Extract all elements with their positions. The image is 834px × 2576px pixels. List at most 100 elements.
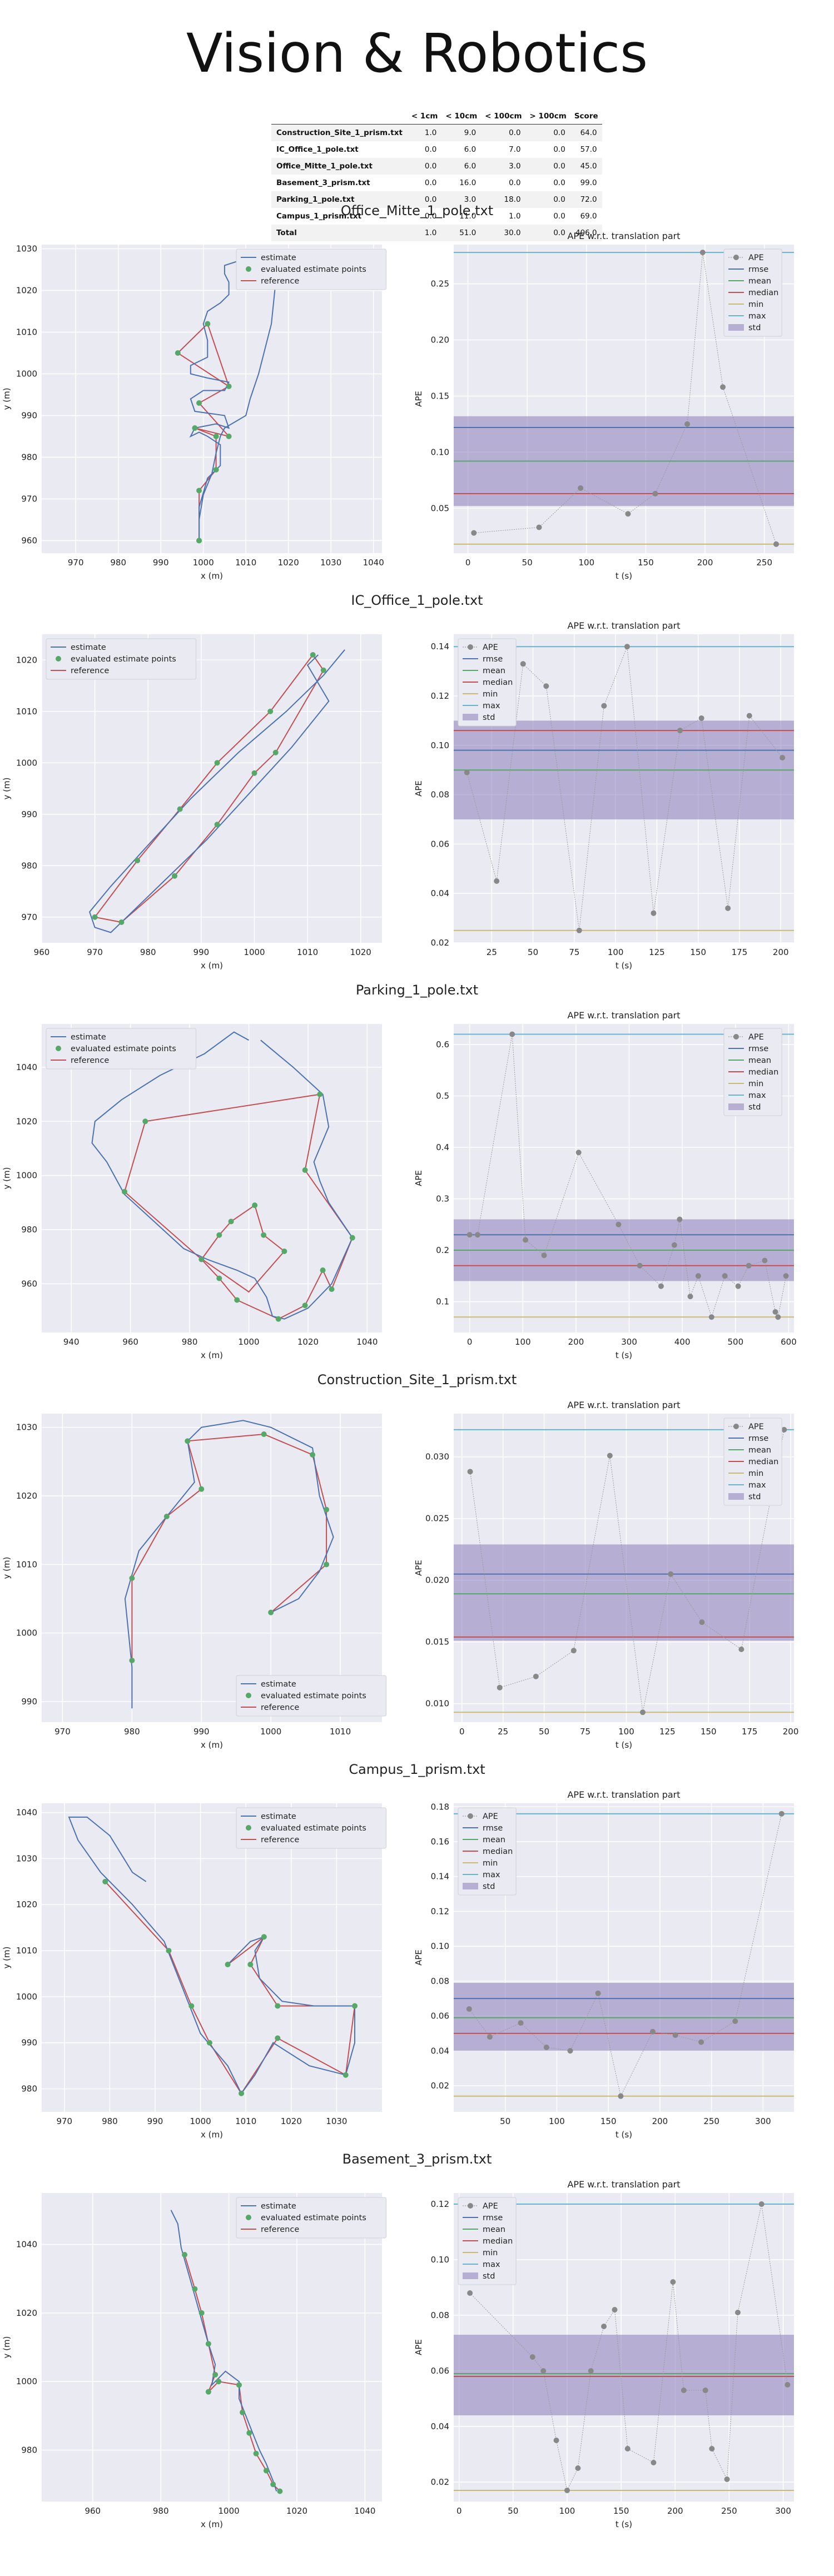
legend-label: min [748,1080,763,1088]
table-cell: 1.0 [509,212,521,221]
legend-label: min [483,2249,498,2257]
x-tick-label: 990 [193,947,210,957]
x-axis-label: t (s) [615,2130,632,2140]
x-tick-label: 175 [732,947,748,957]
chart-section: IC_Office_1_pole.txt 960 970 980 990 1000 1010… [2,593,794,971]
evaluated-point [275,2003,281,2009]
x-axis-label: t (s) [615,1740,632,1750]
y-axis-label: y (m) [2,778,12,800]
x-tick-label: 500 [727,1337,743,1347]
legend-label: evaluated estimate points [71,1045,176,1053]
ape-point [702,2388,708,2393]
y-tick-label: 0.4 [436,1142,449,1152]
evaluated-point [268,1609,274,1615]
ape-point [466,2006,472,2012]
evaluated-point [281,1248,287,1254]
evaluated-point [198,1486,205,1492]
evaluated-point [267,708,274,714]
table-cell: 0.0 [553,145,565,154]
x-tick-label: 980 [102,2116,118,2126]
legend-label: rmse [483,1824,503,1833]
legend-label: std [748,324,761,332]
legend-box [46,1028,196,1070]
evaluated-point [234,1297,240,1303]
table-header-cell: Score [570,108,602,125]
legend-swatch [246,1825,251,1831]
estimate-line [124,1420,334,1709]
y-tick-label: 0.10 [431,1941,449,1951]
y-tick-label: 0.02 [431,2477,449,2487]
table-header-row: < 1cm < 10cm < 100cm > 100cm Score [271,108,602,125]
legend-label: mean [748,277,771,286]
x-tick-label: 300 [755,2116,771,2126]
x-tick-label: 1030 [326,2116,347,2126]
ape-point [615,1221,622,1227]
evaluated-point [205,2341,211,2347]
legend-label: estimate [261,253,296,262]
legend-box [723,248,782,337]
legend-label: min [748,300,763,309]
legend-label: median [483,1847,513,1856]
ape-point [722,1273,728,1279]
ape-point [625,511,631,517]
ape-point [681,2388,687,2393]
ape-line [474,252,777,545]
table-cell: 6.0 [464,145,476,154]
x-axis-label: x (m) [201,1740,223,1750]
evaluated-point [185,1438,191,1444]
reference-line [124,1093,353,1320]
evaluated-point [92,914,98,920]
y-tick-label: 990 [21,809,37,819]
x-tick-label: 250 [703,2116,719,2126]
evaluated-point [196,538,202,544]
y-tick-label: 1000 [16,2376,37,2386]
ape-point [780,755,786,760]
ape-point [649,2028,656,2035]
ape-point [570,1648,577,1654]
y-tick-label: 0.030 [425,1452,449,1462]
plot-area [42,245,382,553]
x-tick-label: 960 [122,1337,138,1347]
x-axis-label: x (m) [201,2519,223,2529]
ape-point [466,1232,473,1238]
legend-box [46,638,196,680]
evaluated-point [142,1118,148,1125]
estimate-line [88,649,345,933]
table-cell: 0.0 [424,212,437,221]
ape-point [773,541,780,547]
x-tick-label: 980 [182,1337,198,1347]
ape-point [618,2093,624,2099]
y-axis-label: APE [414,1560,424,1576]
table-cell-name: Parking_1_pole.txt [276,195,355,204]
ape-point [724,2476,730,2482]
ape-point [588,2368,594,2374]
section-title: Basement_3_prism.txt [342,2151,492,2167]
x-tick-label: 1040 [363,558,384,568]
legend-label: reference [71,1056,109,1065]
x-tick-label: 1020 [297,1337,319,1347]
table-cell: 6.0 [464,162,476,171]
table-cell: 0.0 [553,162,565,171]
y-tick-label: 1020 [16,1491,37,1501]
evaluated-point [122,1188,128,1195]
y-tick-label: 1010 [16,707,37,717]
y-axis-label: y (m) [2,388,12,410]
ape-point [671,1242,677,1248]
y-tick-label: 0.10 [431,447,449,457]
legend-label: APE [483,1812,498,1821]
ape-title: APE w.r.t. translation part [567,1010,680,1021]
legend-label: evaluated estimate points [71,655,176,664]
legend-label: max [483,2260,500,2269]
ape-point [698,2039,704,2045]
ape-point [637,1262,643,1269]
table-cell-name: Basement_3_prism.txt [276,178,370,187]
x-tick-label: 100 [515,1337,531,1347]
table-cell: 0.0 [424,195,437,204]
x-tick-label: 970 [87,947,103,957]
x-tick-label: 100 [608,947,624,957]
y-tick-label: 1010 [16,1559,37,1569]
x-tick-label: 150 [690,947,706,957]
evaluated-point [129,1575,135,1581]
legend-swatch [246,1693,251,1698]
x-tick-label: 990 [153,558,169,568]
